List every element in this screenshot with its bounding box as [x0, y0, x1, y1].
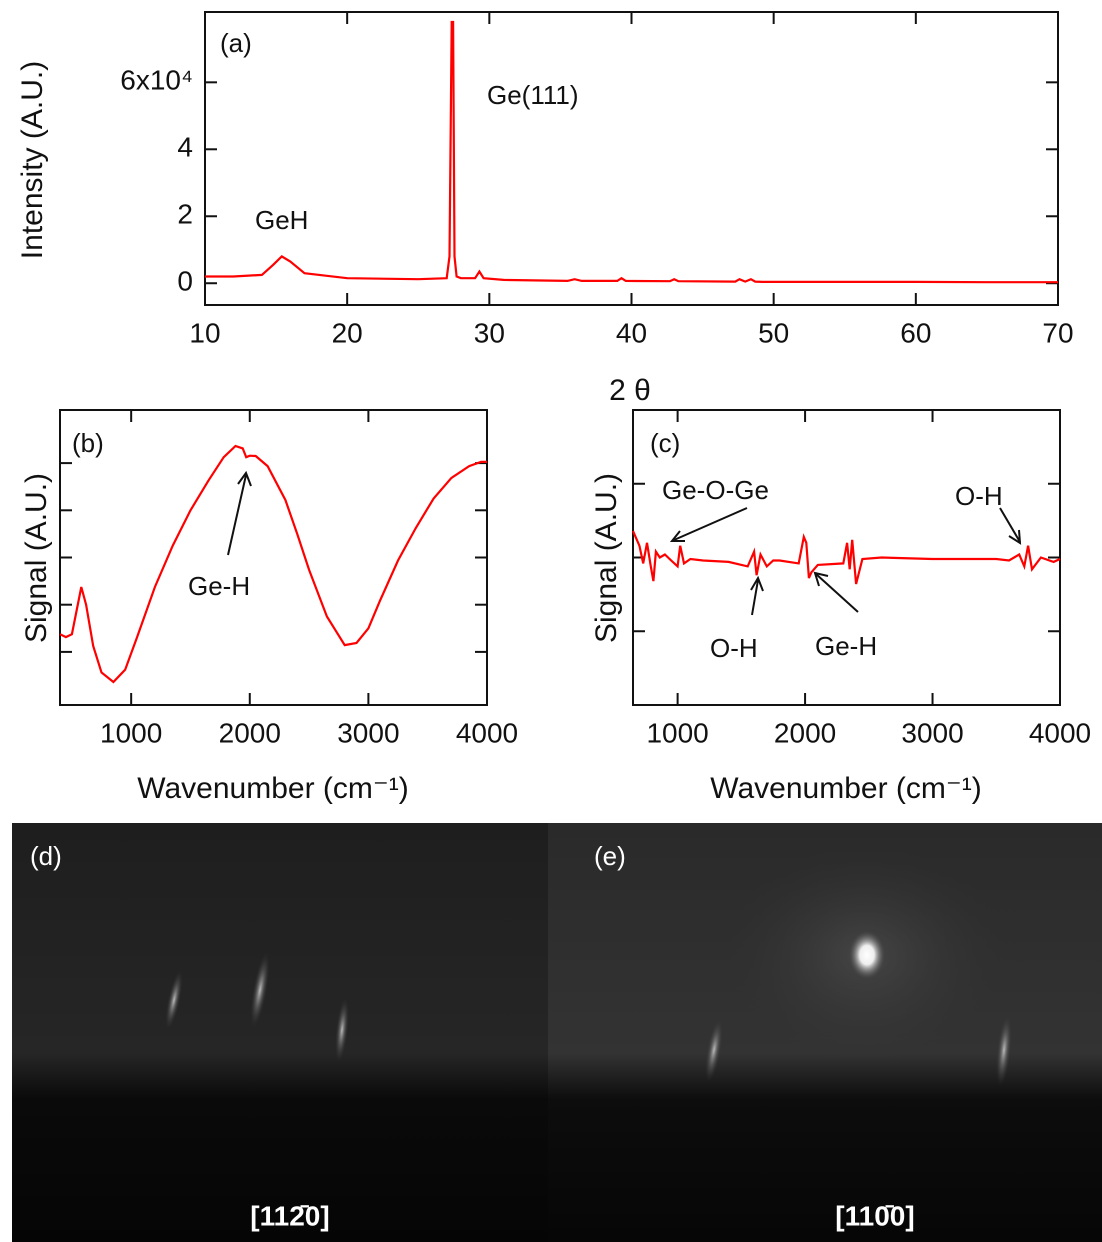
- image-label: (e): [594, 841, 626, 871]
- y-tick-label: 0: [177, 266, 193, 297]
- annotation: Ge(111): [487, 80, 579, 110]
- x-tick-label: 3000: [337, 717, 399, 748]
- rheed-d: [12, 823, 548, 1242]
- x-tick-label: 4000: [1029, 717, 1091, 748]
- panel-label: (a): [220, 28, 252, 58]
- plot-frame: [59, 409, 488, 706]
- image-caption: [112̄0]: [250, 1200, 329, 1231]
- plot-frame: [204, 11, 1059, 306]
- data-line: [59, 444, 487, 684]
- y-tick-label: 6x10⁴: [120, 65, 193, 96]
- x-axis-label: 2 θ: [609, 374, 651, 407]
- rheed-e: [548, 823, 1102, 1242]
- x-tick-label: 40: [616, 317, 647, 348]
- x-tick-label: 70: [1042, 317, 1073, 348]
- data-line: [631, 530, 1061, 585]
- x-tick-label: 20: [332, 317, 363, 348]
- panel-label: (c): [650, 428, 680, 458]
- y-axis-label: Intensity (A.U.): [16, 61, 49, 259]
- x-tick-label: 1000: [646, 717, 708, 748]
- y-axis-label: Signal (A.U.): [20, 473, 53, 643]
- arrows: [227, 470, 1022, 616]
- x-tick-label: 30: [474, 317, 505, 348]
- annotation: GeH: [255, 205, 308, 235]
- annotation: O-H: [955, 481, 1003, 511]
- image-caption: [110̄0]: [835, 1200, 914, 1231]
- annotation: Ge-O-Ge: [662, 475, 769, 505]
- annotation: O-H: [710, 633, 758, 663]
- x-tick-label: 2000: [774, 717, 836, 748]
- x-axis-label: Wavenumber (cm⁻¹): [137, 772, 408, 805]
- x-axis-label: Wavenumber (cm⁻¹): [710, 772, 981, 805]
- y-tick-label: 2: [177, 199, 193, 230]
- annotation: Ge-H: [188, 571, 250, 601]
- x-tick-label: 4000: [456, 717, 518, 748]
- data-line: [205, 20, 1058, 284]
- panel-label: (b): [72, 428, 104, 458]
- image-label: (d): [30, 841, 62, 871]
- y-tick-label: 4: [177, 132, 193, 163]
- x-tick-label: 60: [900, 317, 931, 348]
- x-tick-label: 3000: [901, 717, 963, 748]
- annotation: Ge-H: [815, 631, 877, 661]
- x-tick-label: 2000: [219, 717, 281, 748]
- y-axis-label: Signal (A.U.): [590, 473, 623, 643]
- x-tick-label: 1000: [100, 717, 162, 748]
- x-tick-label: 10: [189, 317, 220, 348]
- x-tick-label: 50: [758, 317, 789, 348]
